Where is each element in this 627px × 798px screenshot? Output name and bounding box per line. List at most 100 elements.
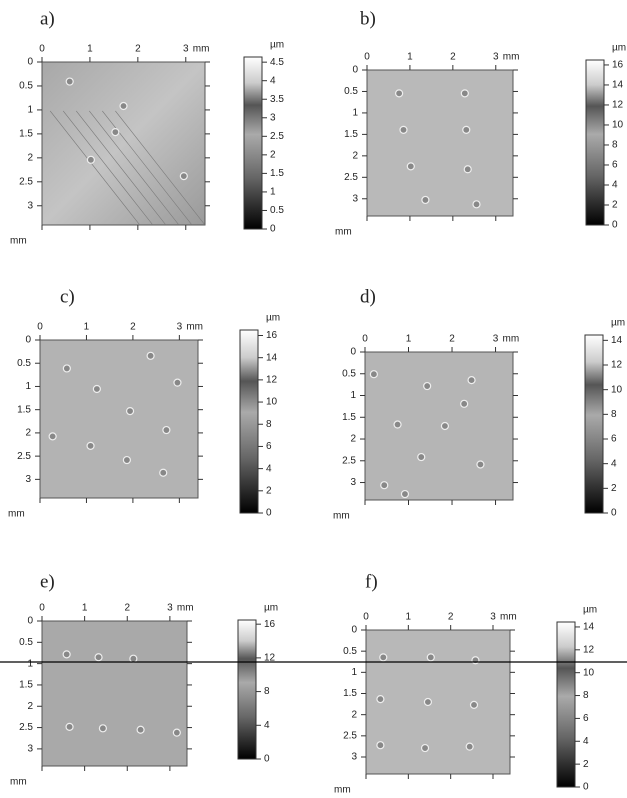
colorbar-tick-label: 0 (264, 754, 270, 765)
x-tick-label: 3 (493, 52, 499, 63)
x-tick-label: 1 (82, 603, 88, 614)
indent (66, 78, 73, 85)
colorbar-tick-label: 2 (612, 200, 618, 211)
y-tick-label: 1 (351, 667, 357, 678)
y-tick-label: 3 (351, 752, 357, 763)
x-tick-label: 0 (362, 334, 368, 345)
x-unit: mm (500, 612, 517, 623)
x-tick-label: 2 (130, 322, 136, 333)
y-tick-label: 3 (352, 193, 358, 204)
indent (49, 433, 56, 440)
indent (112, 129, 119, 136)
colorbar (238, 620, 256, 759)
figure: a)0123mm00.511.522.53mmµm00.511.522.533.… (0, 0, 627, 798)
indent (473, 201, 480, 208)
x-tick-label: 0 (364, 52, 370, 63)
indent (461, 400, 468, 407)
indent (377, 696, 384, 703)
colorbar-unit: µm (264, 603, 278, 614)
y-tick-label: 3 (27, 744, 33, 755)
indent (424, 699, 431, 706)
colorbar-tick-label: 1 (270, 187, 276, 198)
indent (99, 725, 106, 732)
panel-label: a) (40, 8, 55, 29)
y-tick-label: 0 (27, 57, 33, 68)
colorbar-tick-label: 8 (611, 409, 617, 420)
indent (173, 729, 180, 736)
colorbar-tick-label: 12 (583, 644, 595, 655)
colorbar-tick-label: 4 (583, 736, 589, 747)
x-tick-label: 0 (39, 44, 45, 55)
y-tick-label: 2 (25, 428, 31, 439)
y-unit: mm (335, 227, 352, 238)
y-tick-label: 2 (27, 152, 33, 163)
x-tick-label: 2 (135, 44, 141, 55)
x-tick-label: 1 (406, 612, 412, 623)
y-tick-label: 1.5 (17, 404, 31, 415)
y-tick-label: 2 (350, 434, 356, 445)
y-tick-label: 2.5 (19, 722, 33, 733)
indent (401, 491, 408, 498)
indent (472, 657, 479, 664)
indent (380, 654, 387, 661)
y-tick-label: 2.5 (17, 451, 31, 462)
indent (466, 743, 473, 750)
colorbar-unit: µm (583, 605, 597, 616)
indent (394, 421, 401, 428)
colorbar-tick-label: 0 (612, 220, 618, 231)
x-tick-label: 1 (406, 334, 412, 345)
panel-label: e) (40, 571, 55, 592)
x-tick-label: 1 (84, 322, 90, 333)
indent (174, 379, 181, 386)
x-tick-label: 3 (183, 44, 189, 55)
colorbar-tick-label: 4 (264, 720, 270, 731)
x-tick-label: 2 (124, 603, 130, 614)
indent (127, 408, 134, 415)
panel-label: d) (360, 286, 376, 307)
y-tick-label: 2 (27, 701, 33, 712)
colorbar-tick-label: 4 (266, 463, 272, 474)
colorbar-tick-label: 4 (612, 180, 618, 191)
y-tick-label: 3 (25, 474, 31, 485)
colorbar-tick-label: 0 (583, 782, 589, 793)
y-tick-label: 0.5 (343, 646, 357, 657)
colorbar (585, 335, 603, 513)
colorbar-tick-label: 8 (266, 419, 272, 430)
colorbar-tick-label: 0 (266, 508, 272, 519)
indent (370, 371, 377, 378)
indent (63, 651, 70, 658)
colorbar-tick-label: 0.5 (270, 205, 284, 216)
indent (123, 457, 130, 464)
y-tick-label: 2 (352, 150, 358, 161)
indent (477, 461, 484, 468)
y-tick-label: 1.5 (344, 129, 358, 140)
colorbar-tick-label: 16 (612, 60, 624, 71)
indent (396, 90, 403, 97)
indent (427, 654, 434, 661)
colorbar-tick-label: 3 (270, 112, 276, 123)
y-tick-label: 1.5 (19, 680, 33, 691)
x-tick-label: 3 (490, 612, 496, 623)
x-tick-label: 0 (39, 603, 45, 614)
y-tick-label: 0.5 (19, 81, 33, 92)
indent (87, 442, 94, 449)
colorbar-tick-label: 14 (612, 80, 624, 91)
colorbar-tick-label: 10 (583, 667, 595, 678)
colorbar-tick-label: 4 (611, 458, 617, 469)
y-tick-label: 0 (25, 335, 31, 346)
indent (381, 482, 388, 489)
x-unit: mm (503, 52, 520, 63)
colorbar-tick-label: 6 (611, 434, 617, 445)
y-tick-label: 0 (350, 347, 356, 358)
height-map (42, 62, 205, 225)
indent (400, 126, 407, 133)
indent (407, 163, 414, 170)
x-tick-label: 0 (363, 612, 369, 623)
indent (377, 742, 384, 749)
colorbar-tick-label: 16 (266, 330, 278, 341)
x-tick-label: 3 (177, 322, 183, 333)
x-unit: mm (503, 334, 520, 345)
colorbar-tick-label: 10 (611, 384, 623, 395)
colorbar-tick-label: 14 (583, 622, 595, 633)
indent (464, 166, 471, 173)
